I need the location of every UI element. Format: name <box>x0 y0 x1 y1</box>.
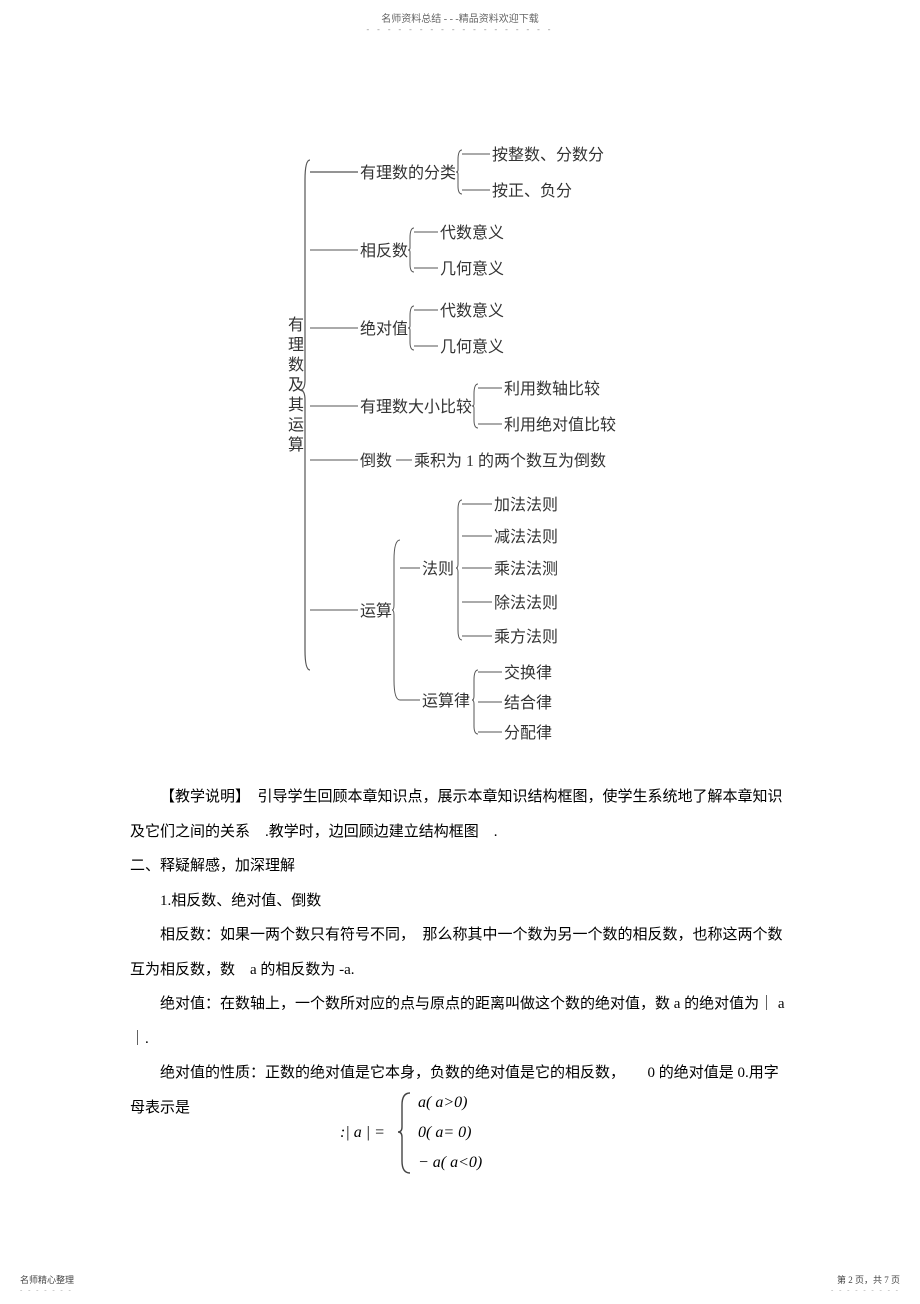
para-1: 【教学说明】 引导学生回顾本章知识点，展示本章知识结构框图，使学生系统地了解本章… <box>130 780 790 849</box>
node-b1: 有理数的分类 <box>360 164 456 182</box>
formula-r3: − a( a<0) <box>418 1154 482 1171</box>
para-5: 绝对值：在数轴上，一个数所对应的点与原点的距离叫做这个数的绝对值，数 a 的绝对… <box>130 987 790 1056</box>
footer-right-text: 第 2 页，共 7 页 <box>831 1273 900 1286</box>
header-dots: - - - - - - - - - - - - - - - - - - <box>0 25 920 34</box>
node-b1b: 按正、负分 <box>492 182 572 200</box>
footer-right-dots: - - - - - - - - - <box>831 1286 900 1294</box>
formula-r1: a( a>0) <box>418 1094 467 1111</box>
node-b6a2: 减法法则 <box>494 528 558 546</box>
node-b6a: 法则 <box>422 560 454 578</box>
node-b6b: 运算律 <box>422 691 470 710</box>
formula-lhs: :| a | = <box>340 1124 385 1141</box>
node-b4: 有理数大小比较 <box>360 398 472 416</box>
footer-right: 第 2 页，共 7 页 - - - - - - - - - <box>831 1273 900 1294</box>
node-b6a1: 加法法则 <box>494 496 558 514</box>
node-b3b: 几何意义 <box>440 337 504 356</box>
node-b6b2: 结合律 <box>504 694 552 712</box>
page-header: 名师资料总结 - - -精品资料欢迎下载 - - - - - - - - - -… <box>0 0 920 34</box>
node-b1a: 按整数、分数分 <box>492 146 604 164</box>
node-b6b1: 交换律 <box>504 664 552 682</box>
node-b2a: 代数意义 <box>440 223 504 242</box>
node-b6a5: 乘方法则 <box>494 628 558 646</box>
header-text: 名师资料总结 - - -精品资料欢迎下载 <box>0 10 920 25</box>
concept-tree-diagram: 有 理 数 及 其 运 算 有理数的分类 按整数、分数分 按正、负分 相反数 代… <box>280 130 730 760</box>
node-b3a: 代数意义 <box>440 301 504 320</box>
node-b4b: 利用绝对值比较 <box>504 416 616 434</box>
para-3: 1.相反数、绝对值、倒数 <box>130 884 790 919</box>
node-b5t: 乘积为 1 的两个数互为倒数 <box>414 452 606 470</box>
node-b4a: 利用数轴比较 <box>504 380 600 398</box>
node-b6a4: 除法法则 <box>494 594 558 612</box>
body-text: 【教学说明】 引导学生回顾本章知识点，展示本章知识结构框图，使学生系统地了解本章… <box>130 780 790 1125</box>
formula-r2: 0( a= 0) <box>418 1124 471 1141</box>
para-2: 二、释疑解感，加深理解 <box>130 849 790 884</box>
node-b6: 运算 <box>360 601 392 620</box>
node-b2: 相反数 <box>360 242 408 260</box>
node-b6b3: 分配律 <box>504 724 552 742</box>
abs-formula: :| a | = a( a>0) 0( a= 0) − a( a<0) <box>340 1085 560 1180</box>
footer-left-dots: - - - - - - - <box>20 1286 74 1294</box>
node-b5: 倒数 <box>360 452 392 470</box>
footer-left-text: 名师精心整理 <box>20 1273 74 1286</box>
footer-left: 名师精心整理 - - - - - - - <box>20 1273 74 1294</box>
para-4: 相反数：如果一两个数只有符号不同， 那么称其中一个数为另一个数的相反数，也称这两… <box>130 918 790 987</box>
node-b3: 绝对值 <box>360 320 408 338</box>
node-b2b: 几何意义 <box>440 259 504 278</box>
node-b6a3: 乘法法测 <box>494 560 558 578</box>
tree-svg: 有 理 数 及 其 运 算 有理数的分类 按整数、分数分 按正、负分 相反数 代… <box>280 130 730 760</box>
